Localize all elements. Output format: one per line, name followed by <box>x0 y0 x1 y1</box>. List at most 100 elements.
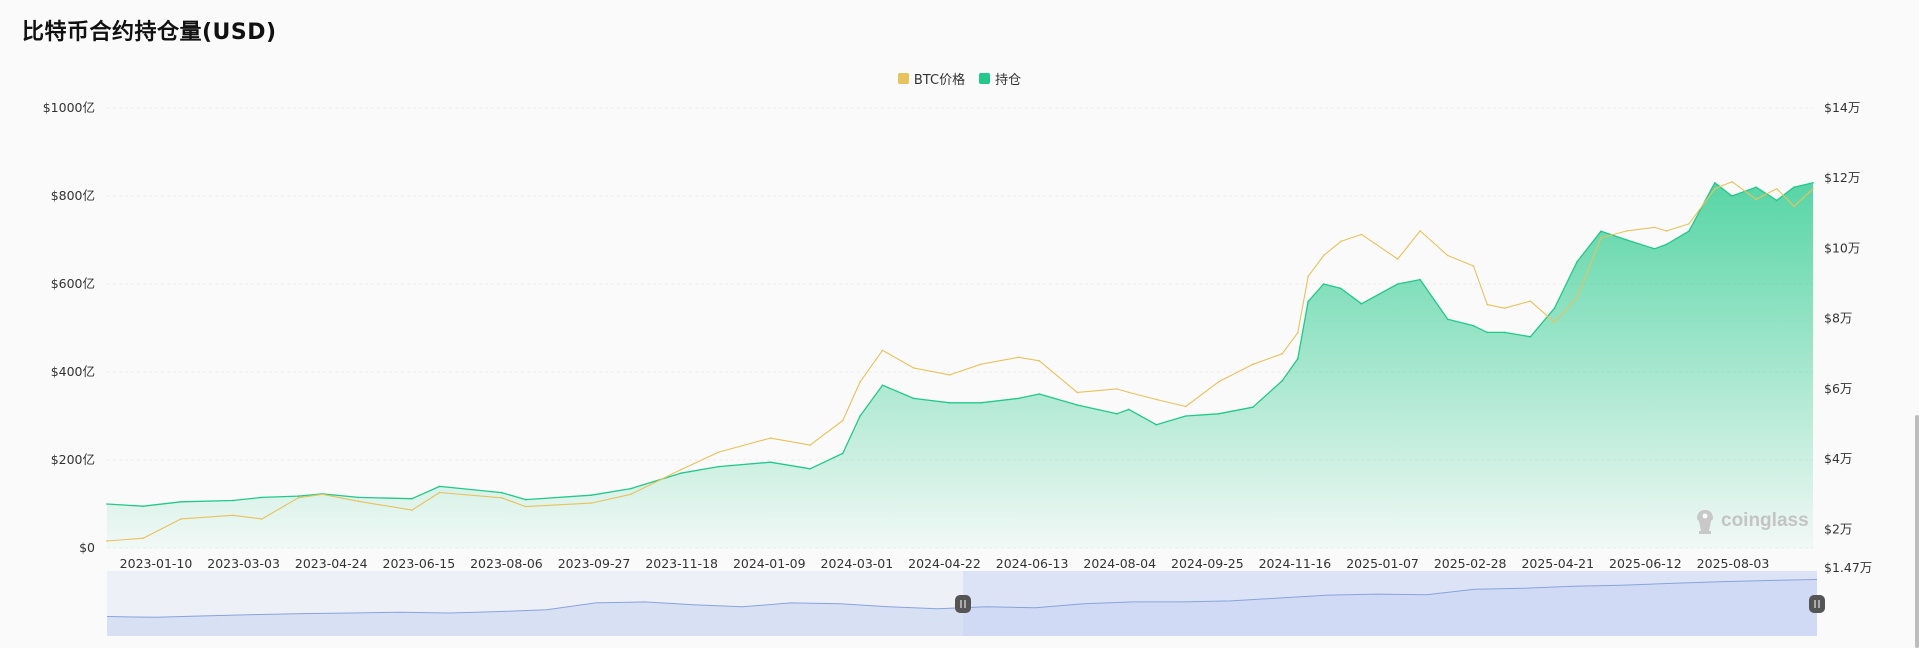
open-interest-point <box>1446 318 1449 321</box>
open-interest-point <box>1665 243 1668 246</box>
btc-price-point <box>1360 233 1363 236</box>
x-axis-tick: 2023-08-06 <box>470 556 543 571</box>
btc-price-point <box>1755 198 1757 201</box>
open-interest-point <box>881 384 884 387</box>
open-interest-point <box>1076 404 1078 406</box>
open-interest-point <box>912 397 915 400</box>
legend-label-open-interest: 持仓 <box>995 73 1022 88</box>
range-navigator[interactable] <box>106 571 1825 636</box>
left-axis-tick: $200亿 <box>51 452 95 467</box>
page-scrollbar[interactable] <box>1915 415 1919 648</box>
open-interest-point <box>1360 303 1363 305</box>
open-interest-point <box>438 485 441 488</box>
btc-price-point <box>524 505 527 508</box>
open-interest-point <box>1626 239 1628 241</box>
btc-price-point <box>1217 381 1220 383</box>
x-axis-tick: 2024-11-16 <box>1259 556 1332 571</box>
btc-price-point <box>1731 180 1733 183</box>
open-interest-point <box>1688 230 1690 232</box>
coinglass-watermark: coinglass <box>1693 507 1809 535</box>
open-interest-point <box>142 505 144 508</box>
open-interest-point <box>1776 199 1778 202</box>
series-area-layer <box>106 180 1814 549</box>
open-interest-point <box>979 402 982 404</box>
left-axis-tick: $1000亿 <box>43 100 95 115</box>
open-interest-point <box>1116 413 1118 415</box>
btc-price-point <box>1529 300 1532 302</box>
open-interest-point <box>948 402 951 404</box>
x-axis-tick: 2023-04-24 <box>295 556 368 571</box>
x-axis-tick: 2024-06-13 <box>996 556 1069 571</box>
open-interest-point <box>809 468 811 470</box>
open-interest-point <box>769 461 772 464</box>
open-interest-point <box>1553 307 1556 310</box>
open-interest-point <box>680 472 682 475</box>
btc-price-point <box>1486 303 1489 306</box>
open-interest-point <box>1252 406 1254 409</box>
btc-price-point <box>1793 205 1795 208</box>
btc-price-point <box>630 493 632 496</box>
open-interest-point <box>1017 397 1020 400</box>
btc-price-point <box>1322 254 1325 257</box>
open-interest-point <box>1713 182 1716 184</box>
btc-price-point <box>809 444 811 446</box>
open-interest-area-fill <box>107 182 1813 549</box>
btc-price-point <box>1128 391 1130 394</box>
right-axis-tick: $2万 <box>1824 521 1852 536</box>
open-interest-point <box>1812 182 1814 184</box>
x-axis-tick: 2023-09-27 <box>558 556 631 571</box>
btc-price-point <box>261 518 263 520</box>
btc-price-point <box>180 518 182 520</box>
btc-price-point <box>912 367 915 369</box>
open-interest-point <box>1419 278 1421 281</box>
btc-price-point <box>881 349 884 352</box>
btc-price-point <box>1665 230 1668 232</box>
open-interest-point <box>357 496 360 499</box>
open-interest-point <box>1529 336 1532 338</box>
x-axis-tick: 2023-11-18 <box>645 556 718 571</box>
btc-price-point <box>321 493 324 496</box>
legend-item-btc-price[interactable]: BTC价格 <box>897 69 966 88</box>
btc-price-point <box>859 381 861 383</box>
right-axis-tick: $14万 <box>1824 100 1860 115</box>
btc-price-point <box>106 540 108 542</box>
legend-label-btc-price: BTC价格 <box>913 73 966 88</box>
axis-labels: $0 $200亿 $400亿 $600亿 $800亿 $1000亿 $1.47万 $2万 $4万… <box>43 100 1873 575</box>
btc-price-point <box>142 537 144 539</box>
open-interest-point <box>1755 186 1757 188</box>
open-interest-point <box>231 499 234 502</box>
btc-price-point <box>500 496 503 499</box>
open-interest-point <box>1128 408 1130 411</box>
btc-price-point <box>1688 223 1690 225</box>
open-interest-point <box>1600 230 1602 232</box>
page-title: 比特币合约持仓量(USD) <box>22 20 277 45</box>
x-axis-tick: 2025-08-03 <box>1697 556 1770 571</box>
coinglass-logo-icon <box>1697 510 1713 534</box>
btc-price-point <box>1307 275 1309 278</box>
btc-price-point <box>1503 307 1506 309</box>
btc-price-point <box>979 363 982 366</box>
x-axis-tick: 2025-06-12 <box>1609 556 1682 571</box>
right-axis-tick: $10万 <box>1824 240 1860 255</box>
btc-price-point <box>948 374 951 376</box>
navigator-handle-left[interactable] <box>955 595 971 613</box>
btc-price-point <box>1419 230 1421 232</box>
open-interest-point <box>500 491 503 494</box>
navigator-handle-right[interactable] <box>1809 595 1825 613</box>
open-interest-point <box>717 465 720 468</box>
x-axis-tick: 2023-01-10 <box>120 556 193 571</box>
btc-price-point <box>1155 398 1158 401</box>
btc-price-point <box>1396 258 1399 260</box>
btc-price-point <box>1600 237 1602 239</box>
legend-swatch-btc-price <box>897 73 909 84</box>
legend-item-open-interest[interactable]: 持仓 <box>979 69 1021 88</box>
open-interest-point <box>1340 287 1342 290</box>
btc-price-point <box>1296 331 1299 334</box>
x-axis-tick: 2023-03-03 <box>207 556 280 571</box>
btc-price-point <box>231 514 234 517</box>
btc-price-point <box>680 468 682 471</box>
x-axis-tick: 2024-01-09 <box>733 556 806 571</box>
btc-price-point <box>590 502 593 504</box>
grid-lines <box>107 107 1813 549</box>
